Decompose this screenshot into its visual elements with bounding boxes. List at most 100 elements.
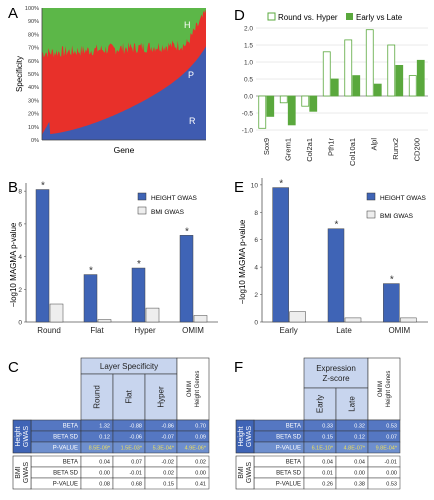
table-row-label: P-VALUE: [276, 446, 301, 452]
x-tick-label: Pth1r: [327, 138, 336, 156]
bar-early-vs-late: [287, 95, 296, 126]
table-cell: -0.02: [161, 459, 174, 465]
x-tick-label: CD200: [413, 138, 422, 161]
table-cell: 4.9E-06*: [185, 445, 207, 451]
panel-letter-f: F: [234, 359, 243, 376]
table-cell: 0.09: [195, 434, 206, 440]
bar-early-vs-late: [266, 95, 275, 117]
legend-height-gwas: HEIGHT GWAS: [151, 195, 198, 202]
x-tick-label: Alpl: [370, 138, 379, 151]
table-row-group-label: GWAS: [23, 426, 30, 447]
table-row-group-label: GWAS: [246, 426, 253, 447]
y-tick-label: 0.0: [244, 94, 253, 101]
table-row-label: BETA SD: [276, 471, 302, 477]
table-row-group-label: Height: [238, 426, 245, 446]
bar-bmi-gwas: [289, 311, 306, 323]
region-label-h: H: [184, 20, 191, 30]
bar-height-gwas: [272, 187, 289, 323]
table-cell: 0.41: [195, 481, 206, 487]
table-cell: 0.02: [163, 470, 174, 476]
table-cell: 0.07: [386, 434, 397, 440]
bar-round-vs-hyper: [279, 95, 288, 104]
table-row-group-label: GWAS: [246, 462, 253, 483]
panel-letter-b: B: [8, 179, 18, 196]
y-tick-label: -1.0: [242, 128, 254, 135]
region-label-r: R: [189, 116, 196, 126]
table-column-header: Early: [315, 395, 324, 413]
panel-b-magma-chart: 0 2 4 6 8 * Round * Flat * Hyper * OMIM −log10 MAGM…: [9, 181, 218, 335]
table-row-label: P-VALUE: [53, 446, 78, 452]
table-cell: 0.53: [386, 481, 397, 487]
table-cell: 1.5E-03*: [121, 445, 143, 451]
significance-star: *: [41, 181, 45, 192]
bar-round-vs-hyper: [301, 95, 310, 107]
table-cell: 0.32: [354, 423, 365, 429]
x-tick-label: Col2a1: [305, 138, 314, 162]
y-tick-label: 1.0: [244, 60, 253, 67]
significance-star: *: [390, 275, 394, 286]
panel-letter-e: E: [234, 179, 244, 196]
y-tick-label: 30%: [28, 98, 39, 104]
y-tick-label: 50%: [28, 72, 39, 78]
y-tick-label: 10%: [28, 125, 39, 131]
panel-letter-c: C: [8, 359, 19, 376]
table-cell: 0.70: [195, 423, 206, 429]
y-tick-label: 4: [254, 265, 258, 272]
panel-d-fold-change-chart: -1.0 -0.5 0.0 0.5 1.0 1.5 2.0 Sox9 Grem1 Col2a1 P…: [242, 12, 428, 166]
legend-round-vs-hyper: Round vs. Hyper: [278, 13, 338, 22]
significance-star: *: [89, 266, 93, 277]
table-cell: 0.53: [386, 423, 397, 429]
x-tick-label: Late: [336, 326, 352, 335]
bar-early-vs-late: [416, 59, 425, 97]
x-tick-label: OMIM: [388, 326, 410, 335]
x-tick-label: Sox9: [262, 138, 271, 155]
table-cell: 0.33: [322, 423, 333, 429]
y-tick-label: 20%: [28, 112, 39, 118]
panel-e-legend: HEIGHT GWAS BMI GWAS: [366, 192, 427, 220]
table-cell: 0.38: [354, 481, 365, 487]
table-cell: 0.04: [99, 459, 110, 465]
table-cell: 0.00: [354, 470, 365, 476]
table-row-label: BETA SD: [53, 435, 79, 441]
table-cell: -0.88: [129, 423, 142, 429]
x-tick-label: Hyper: [134, 326, 156, 335]
panel-b-legend: HEIGHT GWAS BMI GWAS: [137, 192, 198, 216]
table-cell: -0.01: [384, 459, 397, 465]
significance-star: *: [137, 259, 141, 270]
panel-e-magma-chart: 0 2 4 6 8 10 * Early * Late * OMIM −log10 MAGMA p-…: [238, 178, 428, 335]
y-tick-label: 0: [254, 320, 258, 327]
table-row-label: BETA: [286, 424, 301, 430]
table-cell: 0.12: [99, 434, 110, 440]
table-column-header: Round: [92, 385, 101, 409]
y-tick-label: 6: [254, 237, 258, 244]
table-row-label: P-VALUE: [53, 482, 78, 488]
table-cell: 0.15: [163, 481, 174, 487]
significance-star: *: [335, 220, 339, 231]
bar-bmi-gwas: [400, 317, 417, 323]
table-column-header: Flat: [124, 390, 133, 404]
table-column-header: OMIM: [187, 381, 193, 397]
x-tick-label: Grem1: [284, 138, 293, 161]
y-tick-label: 70%: [28, 46, 39, 52]
table-cell: -0.06: [129, 434, 142, 440]
significance-star: *: [185, 226, 189, 237]
panel-a-x-label: Gene: [114, 145, 135, 155]
legend-bmi-gwas: BMI GWAS: [380, 213, 414, 220]
table-column-header: Hyper: [156, 386, 165, 408]
table-cell: -0.01: [129, 470, 142, 476]
panel-a-y-ticks: 0% 10% 20% 30% 40% 50% 60% 70% 80% 90% 100%: [25, 6, 39, 144]
y-tick-label: 90%: [28, 19, 39, 25]
panel-a-y-label: Specificity: [15, 56, 24, 92]
table-cell: 0.02: [195, 459, 206, 465]
bar-height-gwas: [179, 235, 194, 323]
table-cell: 6.1E-10*: [312, 445, 334, 451]
table-cell: -0.86: [161, 423, 174, 429]
y-tick-label: 8: [254, 210, 258, 217]
table-cell: 0.01: [322, 470, 333, 476]
bar-early-vs-late: [330, 78, 339, 97]
bar-bmi-gwas: [49, 303, 64, 323]
round-region: [42, 46, 206, 140]
